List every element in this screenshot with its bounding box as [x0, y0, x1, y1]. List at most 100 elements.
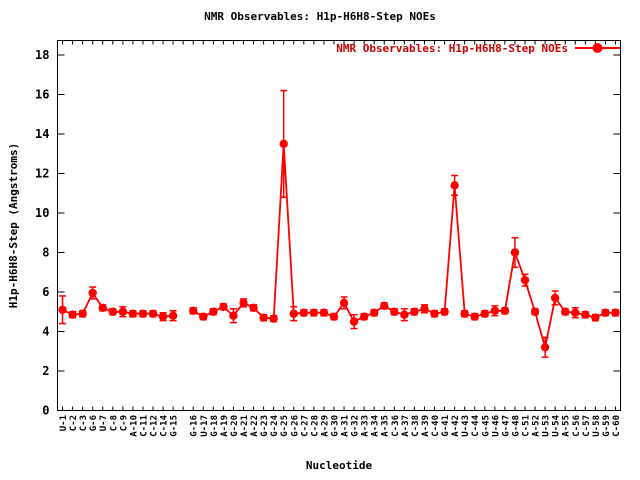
data-point — [68, 310, 77, 319]
data-point — [571, 308, 580, 317]
x-tick-label: C-36 — [391, 415, 401, 437]
data-point — [259, 313, 268, 322]
x-tick-label: C-8 — [109, 415, 119, 431]
data-point — [128, 309, 138, 318]
x-tick-label: A-31 — [341, 415, 351, 437]
y-tick-label: 14 — [35, 127, 49, 141]
x-tick-label: C-28 — [310, 415, 320, 437]
data-point — [108, 307, 117, 316]
x-tick-label: G-48 — [511, 415, 521, 437]
x-tick-label: C-56 — [572, 415, 582, 437]
x-tick-label: C-11 — [139, 415, 149, 437]
x-tick-label: C-9 — [119, 415, 129, 431]
y-tick-label: 10 — [35, 206, 49, 220]
x-tick-label: G-6 — [89, 415, 99, 431]
data-point — [269, 314, 278, 323]
x-tick-label: C-14 — [160, 414, 170, 436]
x-tick-label: C-44 — [471, 414, 481, 436]
legend-marker-sample — [592, 43, 603, 53]
x-tick-label: C-57 — [582, 415, 592, 437]
x-tick-label: C-27 — [300, 415, 310, 437]
data-point — [420, 304, 429, 313]
y-tick-label: 2 — [42, 364, 49, 378]
data-point — [601, 308, 610, 317]
data-point — [249, 303, 258, 312]
data-point — [279, 139, 288, 149]
x-tick-label: G-59 — [602, 415, 612, 437]
x-tick-label: A-55 — [562, 415, 572, 437]
data-point — [430, 309, 439, 318]
x-tick-label: A-22 — [250, 415, 260, 437]
x-tick-label: A-39 — [421, 415, 431, 437]
data-point — [510, 248, 520, 257]
x-tick-label: C-2 — [69, 415, 79, 431]
data-point — [390, 307, 399, 316]
data-point — [460, 309, 469, 318]
data-point — [199, 312, 208, 321]
data-point — [219, 302, 228, 312]
y-axis-title: H1p-H6H8-Step (Angstroms) — [7, 143, 20, 309]
x-tick-label: A-34 — [371, 414, 381, 436]
data-point — [581, 310, 590, 319]
x-tick-label: U-58 — [592, 415, 602, 437]
x-tick-label: U-17 — [200, 415, 210, 437]
x-tick-label: G-16 — [190, 415, 200, 437]
data-point — [319, 308, 329, 317]
data-point — [550, 293, 560, 303]
data-point — [410, 307, 419, 316]
x-tick-label: G-20 — [230, 415, 240, 437]
data-point — [148, 309, 158, 318]
x-tick-label: A-21 — [240, 415, 250, 437]
data-point — [239, 298, 248, 308]
x-tick-label: U-1 — [59, 415, 69, 431]
y-tick-label: 16 — [35, 88, 49, 102]
data-point — [138, 309, 148, 318]
x-tick-label: G-18 — [210, 415, 220, 437]
y-tick-label: 0 — [42, 404, 49, 418]
x-tick-label: G-26 — [290, 415, 300, 437]
data-point — [158, 312, 168, 321]
x-tick-label: A-33 — [361, 415, 371, 437]
data-point — [520, 275, 530, 285]
data-point — [490, 306, 500, 315]
y-tick-label: 12 — [35, 167, 49, 181]
x-tick-label: G-41 — [441, 415, 451, 437]
data-point — [189, 306, 198, 315]
data-point — [329, 312, 339, 321]
data-point — [440, 307, 449, 316]
data-point — [349, 317, 359, 326]
data-point — [78, 309, 87, 318]
data-point — [561, 307, 570, 316]
plot-frame — [57, 40, 621, 411]
data-point — [470, 312, 479, 321]
data-point — [88, 288, 97, 298]
x-axis-title: Nucleotide — [306, 459, 373, 472]
x-tick-label: G-32 — [351, 415, 361, 437]
x-tick-label: C-51 — [521, 415, 531, 437]
data-point — [58, 305, 67, 314]
data-point — [359, 312, 369, 321]
x-tick-label: A-42 — [451, 415, 461, 437]
legend-label: NMR Observables: H1p-H6H8-Step NOEs — [336, 42, 568, 55]
x-tick-label: A-35 — [381, 415, 391, 437]
x-tick-label: U-7 — [99, 415, 109, 431]
x-tick-label: U-46 — [491, 415, 501, 437]
x-tick-label: G-30 — [330, 415, 340, 437]
data-point — [450, 181, 459, 190]
x-tick-label: C-3 — [79, 415, 89, 431]
data-point — [369, 308, 379, 317]
data-point — [530, 307, 540, 316]
x-tick-label: U-53 — [542, 415, 552, 437]
data-point — [380, 301, 389, 311]
y-tick-label: 6 — [42, 285, 49, 299]
x-tick-label: G-15 — [170, 415, 180, 437]
y-tick-label: 8 — [42, 246, 49, 260]
x-tick-label: U-54 — [552, 414, 562, 436]
x-tick-label: G-24 — [270, 414, 280, 436]
data-point — [168, 311, 178, 320]
data-point — [480, 309, 489, 318]
x-tick-label: A-19 — [220, 415, 230, 437]
data-point — [299, 308, 309, 317]
